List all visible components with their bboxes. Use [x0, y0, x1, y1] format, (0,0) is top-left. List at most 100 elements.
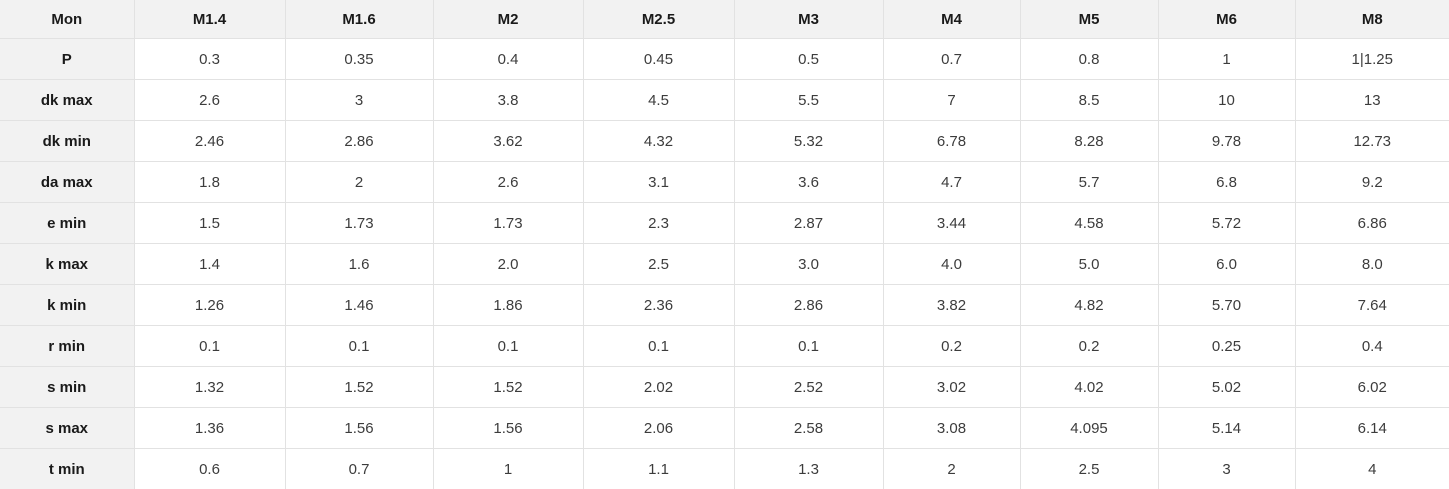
- value-cell: 1.8: [133, 161, 286, 203]
- value-cell: 0.1: [133, 325, 286, 367]
- value-cell: 9.2: [1294, 161, 1449, 203]
- table-header: Mon M1.4 M1.6 M2 M2.5 M3 M4 M5 M6 M8: [0, 0, 1449, 39]
- value-cell: 1.26: [133, 284, 286, 326]
- value-cell: 0.2: [882, 325, 1021, 367]
- row-label: da max: [0, 161, 135, 203]
- table-row-t-min: t min 0.6 0.7 1 1.1 1.3 2 2.5 3 4: [0, 448, 1449, 489]
- value-cell: 2.6: [432, 161, 584, 203]
- value-cell: 0.7: [882, 38, 1021, 80]
- table-row-da-max: da max 1.8 2 2.6 3.1 3.6 4.7 5.7 6.8 9.2: [0, 161, 1449, 203]
- value-cell: 3.8: [432, 79, 584, 121]
- value-cell: 1.56: [284, 407, 434, 449]
- row-label: e min: [0, 202, 135, 244]
- table-row-dk-max: dk max 2.6 3 3.8 4.5 5.5 7 8.5 10 13: [0, 79, 1449, 121]
- row-label: P: [0, 38, 135, 80]
- value-cell: 6.0: [1157, 243, 1296, 285]
- value-cell: 0.1: [432, 325, 584, 367]
- value-cell: 1.86: [432, 284, 584, 326]
- value-cell: 8.0: [1294, 243, 1449, 285]
- table-row-r-min: r min 0.1 0.1 0.1 0.1 0.1 0.2 0.2 0.25 0.4: [0, 325, 1449, 367]
- value-cell: 1|1.25: [1294, 38, 1449, 80]
- value-cell: 1.6: [284, 243, 434, 285]
- value-cell: 2.46: [133, 120, 286, 162]
- column-header-m5: M5: [1019, 0, 1159, 39]
- value-cell: 2.52: [733, 366, 884, 408]
- value-cell: 1.32: [133, 366, 286, 408]
- value-cell: 4.82: [1019, 284, 1159, 326]
- value-cell: 3: [1157, 448, 1296, 489]
- column-header-m3: M3: [733, 0, 884, 39]
- value-cell: 3.0: [733, 243, 884, 285]
- value-cell: 1.52: [284, 366, 434, 408]
- column-header-m4: M4: [882, 0, 1021, 39]
- value-cell: 4.02: [1019, 366, 1159, 408]
- value-cell: 5.5: [733, 79, 884, 121]
- value-cell: 7: [882, 79, 1021, 121]
- value-cell: 3.62: [432, 120, 584, 162]
- value-cell: 3.02: [882, 366, 1021, 408]
- value-cell: 3.08: [882, 407, 1021, 449]
- value-cell: 1.73: [284, 202, 434, 244]
- table-row-dk-min: dk min 2.46 2.86 3.62 4.32 5.32 6.78 8.28 9.78 12…: [0, 120, 1449, 162]
- value-cell: 2.86: [733, 284, 884, 326]
- value-cell: 1.52: [432, 366, 584, 408]
- value-cell: 0.8: [1019, 38, 1159, 80]
- value-cell: 1: [432, 448, 584, 489]
- value-cell: 6.14: [1294, 407, 1449, 449]
- value-cell: 1.36: [133, 407, 286, 449]
- value-cell: 2.87: [733, 202, 884, 244]
- value-cell: 6.02: [1294, 366, 1449, 408]
- value-cell: 5.72: [1157, 202, 1296, 244]
- column-header-m1-4: M1.4: [133, 0, 286, 39]
- table-row-p: P 0.3 0.35 0.4 0.45 0.5 0.7 0.8 1 1|1.25: [0, 38, 1449, 80]
- value-cell: 6.78: [882, 120, 1021, 162]
- value-cell: 0.1: [733, 325, 884, 367]
- value-cell: 3.1: [582, 161, 735, 203]
- value-cell: 4: [1294, 448, 1449, 489]
- value-cell: 5.70: [1157, 284, 1296, 326]
- value-cell: 1.4: [133, 243, 286, 285]
- value-cell: 2: [284, 161, 434, 203]
- value-cell: 5.7: [1019, 161, 1159, 203]
- value-cell: 3: [284, 79, 434, 121]
- value-cell: 4.095: [1019, 407, 1159, 449]
- value-cell: 0.2: [1019, 325, 1159, 367]
- value-cell: 1.56: [432, 407, 584, 449]
- value-cell: 2.6: [133, 79, 286, 121]
- table-row-k-min: k min 1.26 1.46 1.86 2.36 2.86 3.82 4.82 5.70 7.6…: [0, 284, 1449, 326]
- value-cell: 1.5: [133, 202, 286, 244]
- value-cell: 0.5: [733, 38, 884, 80]
- value-cell: 2.86: [284, 120, 434, 162]
- value-cell: 2.36: [582, 284, 735, 326]
- value-cell: 1.1: [582, 448, 735, 489]
- value-cell: 0.4: [432, 38, 584, 80]
- value-cell: 1.46: [284, 284, 434, 326]
- column-header-m6: M6: [1157, 0, 1296, 39]
- column-header-m8: M8: [1294, 0, 1449, 39]
- value-cell: 0.45: [582, 38, 735, 80]
- value-cell: 0.7: [284, 448, 434, 489]
- value-cell: 4.5: [582, 79, 735, 121]
- table-row-k-max: k max 1.4 1.6 2.0 2.5 3.0 4.0 5.0 6.0 8.0: [0, 243, 1449, 285]
- corner-header-cell: Mon: [0, 0, 135, 39]
- table-row-s-max: s max 1.36 1.56 1.56 2.06 2.58 3.08 4.095 5.14 6.…: [0, 407, 1449, 449]
- value-cell: 0.35: [284, 38, 434, 80]
- value-cell: 0.6: [133, 448, 286, 489]
- value-cell: 5.02: [1157, 366, 1296, 408]
- value-cell: 1: [1157, 38, 1296, 80]
- value-cell: 6.86: [1294, 202, 1449, 244]
- value-cell: 1.3: [733, 448, 884, 489]
- value-cell: 5.0: [1019, 243, 1159, 285]
- row-label: k max: [0, 243, 135, 285]
- value-cell: 6.8: [1157, 161, 1296, 203]
- value-cell: 0.4: [1294, 325, 1449, 367]
- row-label: t min: [0, 448, 135, 489]
- column-header-m2-5: M2.5: [582, 0, 735, 39]
- value-cell: 2.02: [582, 366, 735, 408]
- value-cell: 12.73: [1294, 120, 1449, 162]
- row-label: dk max: [0, 79, 135, 121]
- value-cell: 7.64: [1294, 284, 1449, 326]
- value-cell: 2.0: [432, 243, 584, 285]
